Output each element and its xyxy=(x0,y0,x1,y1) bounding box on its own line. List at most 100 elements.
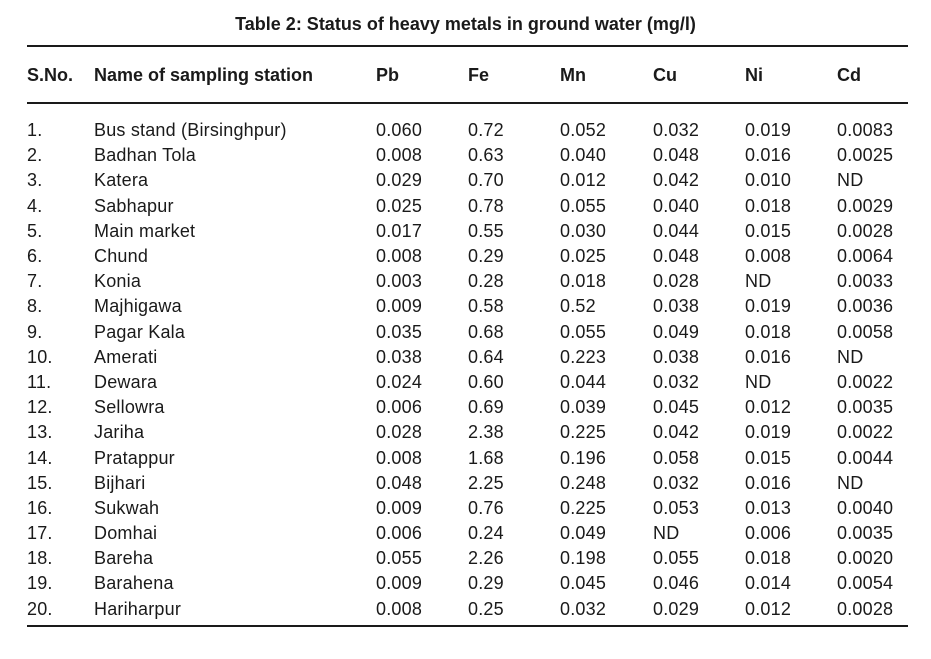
cell-cu: 0.046 xyxy=(653,573,700,594)
table-row: 8. Majhigawa 0.009 0.58 0.52 0.038 0.019 0.0036 xyxy=(27,294,908,319)
cell-sno: 18. xyxy=(27,548,53,569)
cell-ni: 0.016 xyxy=(745,145,792,166)
cell-pb: 0.008 xyxy=(376,246,423,267)
cell-mn: 0.052 xyxy=(560,120,607,141)
cell-station: Katera xyxy=(94,170,149,191)
cell-mn: 0.248 xyxy=(560,472,607,493)
cell-mn: 0.52 xyxy=(560,296,596,317)
cell-mn: 0.032 xyxy=(560,598,607,619)
cell-cu: 0.032 xyxy=(653,472,700,493)
cell-cd: 0.0020 xyxy=(837,548,894,569)
cell-ni: 0.016 xyxy=(745,472,792,493)
cell-fe: 0.64 xyxy=(468,346,504,367)
cell-sno: 10. xyxy=(27,346,53,367)
table-row: 1. Bus stand (Birsinghpur) 0.060 0.72 0.052 0… xyxy=(27,104,908,143)
cell-mn: 0.055 xyxy=(560,195,607,216)
cell-cd: 0.0044 xyxy=(837,447,894,468)
cell-fe: 0.28 xyxy=(468,271,504,292)
cell-ni: 0.019 xyxy=(745,422,792,443)
cell-ni: 0.019 xyxy=(745,120,792,141)
cell-cd: 0.0029 xyxy=(837,195,894,216)
cell-ni: 0.018 xyxy=(745,548,792,569)
table-row: 7. Konia 0.003 0.28 0.018 0.028 ND 0.0033 xyxy=(27,269,908,294)
cell-fe: 0.29 xyxy=(468,573,504,594)
table-row: 11. Dewara 0.024 0.60 0.044 0.032 ND 0.0022 xyxy=(27,370,908,395)
cell-fe: 0.58 xyxy=(468,296,504,317)
cell-cd: 0.0064 xyxy=(837,246,894,267)
cell-sno: 9. xyxy=(27,321,43,342)
cell-ni: 0.012 xyxy=(745,598,792,619)
cell-station: Chund xyxy=(94,246,149,267)
cell-mn: 0.018 xyxy=(560,271,607,292)
cell-pb: 0.055 xyxy=(376,548,423,569)
cell-station: Sabhapur xyxy=(94,195,174,216)
cell-cu: 0.032 xyxy=(653,371,700,392)
cell-mn: 0.044 xyxy=(560,371,607,392)
cell-pb: 0.028 xyxy=(376,422,423,443)
cell-pb: 0.035 xyxy=(376,321,423,342)
cell-ni: 0.019 xyxy=(745,296,792,317)
top-rule xyxy=(27,45,908,47)
cell-mn: 0.025 xyxy=(560,246,607,267)
cell-pb: 0.025 xyxy=(376,195,423,216)
cell-station: Main market xyxy=(94,220,196,241)
cell-cu: 0.044 xyxy=(653,220,700,241)
cell-mn: 0.225 xyxy=(560,422,607,443)
table-row: 4. Sabhapur 0.025 0.78 0.055 0.040 0.018 0.0029 xyxy=(27,194,908,219)
cell-sno: 12. xyxy=(27,397,53,418)
cell-sno: 17. xyxy=(27,523,53,544)
cell-fe: 1.68 xyxy=(468,447,504,468)
cell-cd: ND xyxy=(837,346,864,367)
table-row: 16. Sukwah 0.009 0.76 0.225 0.053 0.013 0.0040 xyxy=(27,496,908,521)
cell-cu: 0.048 xyxy=(653,246,700,267)
cell-cd: 0.0040 xyxy=(837,497,894,518)
cell-station: Barahena xyxy=(94,573,174,594)
cell-sno: 13. xyxy=(27,422,53,443)
cell-pb: 0.038 xyxy=(376,346,423,367)
cell-cu: 0.038 xyxy=(653,296,700,317)
cell-mn: 0.045 xyxy=(560,573,607,594)
cell-mn: 0.196 xyxy=(560,447,607,468)
cell-ni: ND xyxy=(745,371,772,392)
cell-cd: 0.0022 xyxy=(837,371,894,392)
cell-fe: 0.72 xyxy=(468,120,504,141)
cell-pb: 0.006 xyxy=(376,397,423,418)
cell-cd: 0.0035 xyxy=(837,397,894,418)
cell-fe: 2.38 xyxy=(468,422,504,443)
cell-sno: 14. xyxy=(27,447,53,468)
cell-fe: 0.55 xyxy=(468,220,504,241)
cell-cd: 0.0054 xyxy=(837,573,894,594)
header-cu: Cu xyxy=(653,65,677,85)
cell-ni: ND xyxy=(745,271,772,292)
cell-cd: 0.0025 xyxy=(837,145,894,166)
table-body: 1. Bus stand (Birsinghpur) 0.060 0.72 0.052 0… xyxy=(27,104,908,622)
cell-fe: 0.63 xyxy=(468,145,504,166)
cell-station: Pratappur xyxy=(94,447,175,468)
cell-cd: ND xyxy=(837,472,864,493)
cell-pb: 0.009 xyxy=(376,296,423,317)
cell-station: Hariharpur xyxy=(94,598,182,619)
cell-ni: 0.016 xyxy=(745,346,792,367)
cell-cd: 0.0022 xyxy=(837,422,894,443)
cell-pb: 0.048 xyxy=(376,472,423,493)
cell-ni: 0.015 xyxy=(745,447,792,468)
table-row: 15. Bijhari 0.048 2.25 0.248 0.032 0.016 ND xyxy=(27,471,908,496)
cell-fe: 0.60 xyxy=(468,371,504,392)
cell-ni: 0.015 xyxy=(745,220,792,241)
table-row: 5. Main market 0.017 0.55 0.030 0.044 0.015 0.0… xyxy=(27,219,908,244)
cell-fe: 0.78 xyxy=(468,195,504,216)
cell-sno: 15. xyxy=(27,472,53,493)
table-row: 12. Sellowra 0.006 0.69 0.039 0.045 0.012 0.003… xyxy=(27,395,908,420)
cell-station: Domhai xyxy=(94,523,158,544)
cell-sno: 7. xyxy=(27,271,43,292)
cell-sno: 5. xyxy=(27,220,43,241)
cell-fe: 0.70 xyxy=(468,170,504,191)
cell-pb: 0.017 xyxy=(376,220,423,241)
cell-pb: 0.003 xyxy=(376,271,423,292)
cell-sno: 19. xyxy=(27,573,53,594)
cell-sno: 8. xyxy=(27,296,43,317)
cell-sno: 2. xyxy=(27,145,43,166)
cell-cd: ND xyxy=(837,170,864,191)
cell-sno: 20. xyxy=(27,598,53,619)
cell-cu: 0.049 xyxy=(653,321,700,342)
